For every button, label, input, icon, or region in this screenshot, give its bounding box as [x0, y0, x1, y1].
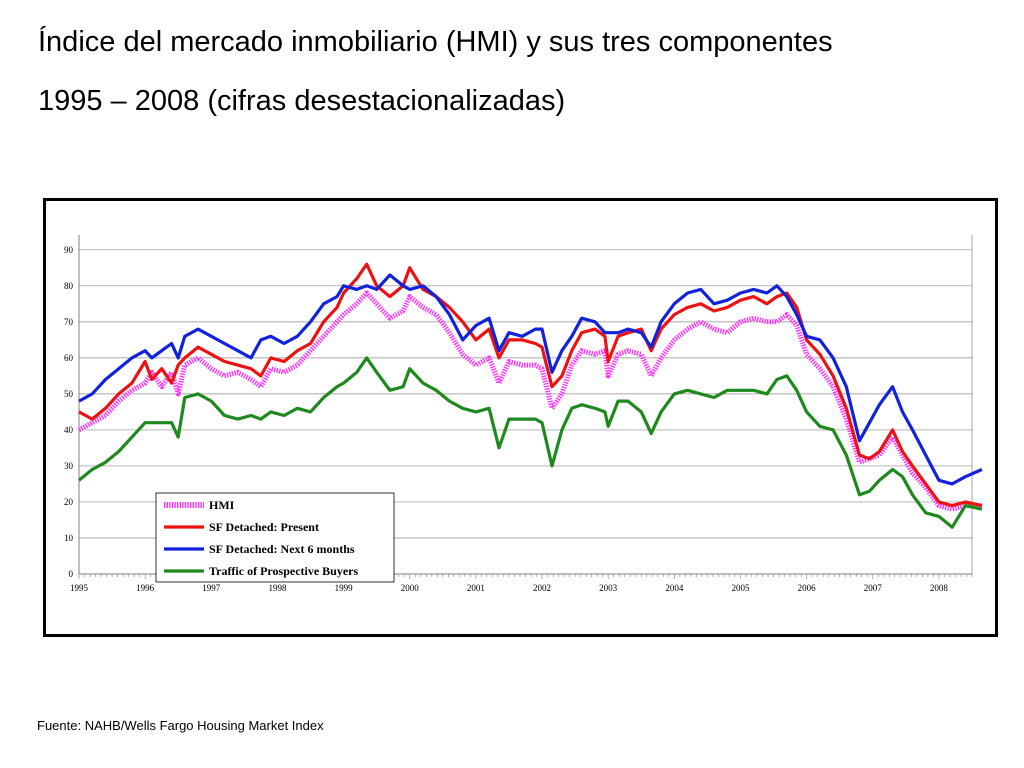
chart-title-line2: 1995 – 2008 (cifras desestacionalizadas) [38, 85, 566, 117]
x-tick-label-2004: 2004 [665, 583, 684, 593]
x-tick-label-2001: 2001 [467, 583, 485, 593]
series-line-2 [78, 273, 983, 486]
x-tick-label-1996: 1996 [136, 583, 155, 593]
y-tick-label-70: 70 [64, 317, 74, 327]
x-tick-label-1997: 1997 [202, 583, 221, 593]
source-note: Fuente: NAHB/Wells Fargo Housing Market … [37, 718, 324, 733]
legend-label-0: HMI [209, 498, 235, 512]
line-chart: 0 10 20 30 40 50 60 70 80 90 1995 1996 1997 1998 1999… [46, 201, 995, 634]
legend: HMI SF Detached: Present SF Detached: Next… [155, 492, 395, 583]
y-tick-label-90: 90 [64, 245, 74, 255]
x-tick-label-1995: 1995 [70, 583, 89, 593]
y-tick-label-50: 50 [64, 389, 74, 399]
y-tick-label-30: 30 [64, 461, 74, 471]
series-line-3 [77, 356, 983, 529]
x-tick-label-2008: 2008 [930, 583, 949, 593]
y-tick-label-80: 80 [64, 281, 74, 291]
y-tick-label-40: 40 [64, 425, 74, 435]
x-tick-label-1999: 1999 [335, 583, 354, 593]
x-tick-label-2006: 2006 [798, 583, 817, 593]
legend-label-3: Traffic of Prospective Buyers [209, 564, 359, 578]
series-lines [77, 262, 983, 529]
series-line-1 [78, 262, 983, 508]
chart-frame: 0 10 20 30 40 50 60 70 80 90 1995 1996 1997 1998 1999… [43, 198, 998, 637]
y-tick-label-60: 60 [64, 353, 74, 363]
x-tick-label-2003: 2003 [599, 583, 618, 593]
x-tick-label-2000: 2000 [401, 583, 420, 593]
chart-title-line1: Índice del mercado inmobiliario (HMI) y … [38, 26, 833, 58]
x-tick-labels: 1995 1996 1997 1998 1999 2000 2001 2002 2003 2004… [70, 583, 948, 593]
legend-label-2: SF Detached: Next 6 months [209, 542, 355, 556]
x-tick-label-1998: 1998 [268, 583, 287, 593]
y-tick-label-0: 0 [69, 569, 74, 579]
x-tick-label-2002: 2002 [533, 583, 551, 593]
x-tick-label-2005: 2005 [731, 583, 750, 593]
x-tick-label-2007: 2007 [864, 583, 883, 593]
legend-label-1: SF Detached: Present [209, 520, 319, 534]
y-tick-label-10: 10 [64, 533, 74, 543]
y-tick-label-20: 20 [64, 497, 74, 507]
y-tick-labels: 0 10 20 30 40 50 60 70 80 90 [64, 245, 74, 579]
series-line-0 [77, 290, 982, 512]
